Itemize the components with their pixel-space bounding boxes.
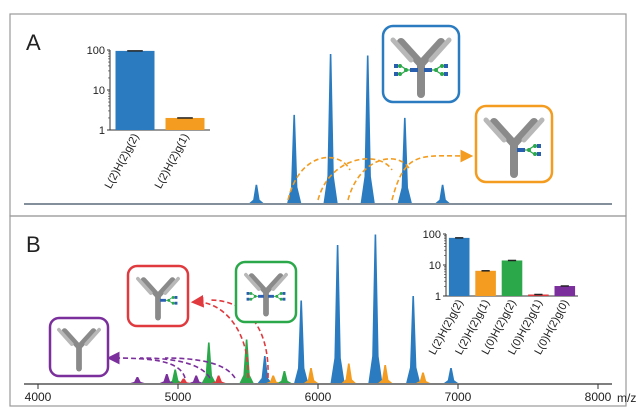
inset-category-label: L(2)H(2)g(1) bbox=[153, 132, 192, 191]
panel-b-arrows-purple bbox=[106, 351, 236, 379]
spectrum-peak bbox=[330, 245, 345, 383]
panel-b-spectrum bbox=[130, 234, 459, 383]
spectrum-peak bbox=[176, 378, 191, 383]
inset-category-label: L(2)H(2)g(2) bbox=[103, 132, 142, 191]
panel-a-arrows bbox=[287, 149, 474, 201]
inset-bar bbox=[475, 270, 496, 296]
spectrum-peak bbox=[168, 369, 183, 383]
arrow-b-red-1 bbox=[190, 294, 249, 379]
antibody-half-glycan-icon-a bbox=[474, 104, 554, 184]
spectrum-peak bbox=[415, 372, 431, 383]
arrow-a-3 bbox=[347, 158, 411, 201]
arrow-b-purple-2 bbox=[139, 357, 211, 379]
spectrum-peak bbox=[239, 339, 254, 383]
spectrum-peak bbox=[323, 54, 338, 203]
panel-a-label: A bbox=[26, 30, 41, 55]
spectrum-peak bbox=[249, 184, 264, 203]
inset-y-tick-label: 100 bbox=[423, 229, 441, 241]
spectrum-peak bbox=[159, 374, 174, 383]
antibody-aglycosylated-icon bbox=[48, 316, 110, 378]
antibody-full-glycan-icon bbox=[381, 24, 461, 104]
panel-a-inset-chart: 1 10 100 L(2)H(2)g(2) L(2)H(2)g(1) bbox=[87, 45, 210, 191]
spectrum-peak bbox=[287, 114, 302, 203]
spectrum-peak bbox=[368, 234, 383, 383]
spectrum-peak bbox=[130, 377, 145, 383]
inset-bar bbox=[448, 237, 470, 296]
panel-b-label: B bbox=[26, 232, 41, 257]
spectrum-peak bbox=[397, 117, 412, 203]
spectrum-peak bbox=[360, 55, 375, 204]
x-tick-label: 5000 bbox=[165, 390, 192, 404]
spectrum-peak bbox=[201, 342, 216, 383]
panel-b-x-ticks: 4000 5000 6000 7000 8000 bbox=[25, 384, 612, 404]
antibody-half-glycan-icon-b bbox=[126, 264, 190, 328]
spectrum-peak bbox=[266, 375, 281, 383]
inset-bar bbox=[115, 50, 155, 131]
inset-y-tick-label: 1 bbox=[99, 125, 105, 137]
spectrum-peak bbox=[435, 184, 450, 203]
panel-a-spectrum bbox=[249, 54, 450, 204]
inset-bar bbox=[554, 286, 576, 296]
arrow-a-1 bbox=[287, 156, 351, 201]
spectrum-peak bbox=[189, 375, 204, 383]
spectrum-peak bbox=[211, 375, 226, 383]
inset-bar bbox=[501, 260, 523, 296]
x-tick-label: 6000 bbox=[305, 390, 332, 404]
antibody-full-glycan-icon-b bbox=[234, 260, 298, 324]
inset-y-tick-label: 10 bbox=[429, 260, 441, 272]
spectrum-peak bbox=[277, 371, 292, 383]
spectrum-peak bbox=[378, 365, 393, 383]
arrow-a-4 bbox=[391, 149, 474, 201]
spectrum-peak bbox=[443, 368, 459, 383]
inset-y-tick-label: 100 bbox=[87, 45, 105, 57]
arrow-b-purple-3 bbox=[164, 357, 236, 379]
inset-y-tick-label: 10 bbox=[93, 85, 105, 97]
panel-b-inset-chart: 110100L(2)H(2)g(2)L(2)H(2)g(1)L(0)H(2)g(… bbox=[423, 229, 578, 357]
spectrum-peak bbox=[406, 296, 421, 383]
inset-y-tick-label: 1 bbox=[435, 291, 441, 303]
x-tick-label: 8000 bbox=[585, 390, 612, 404]
inset-bar bbox=[165, 117, 205, 130]
spectrum-peak bbox=[294, 300, 309, 383]
panel-b-xlabel: m/z bbox=[617, 391, 636, 405]
spectrum-peak bbox=[257, 356, 272, 383]
x-tick-label: 4000 bbox=[25, 390, 52, 404]
spectrum-peak bbox=[303, 368, 319, 383]
x-tick-label: 7000 bbox=[445, 390, 472, 404]
spectrum-peak bbox=[341, 363, 356, 383]
arrow-a-2 bbox=[317, 158, 393, 201]
panel-b-frame bbox=[9, 215, 627, 407]
